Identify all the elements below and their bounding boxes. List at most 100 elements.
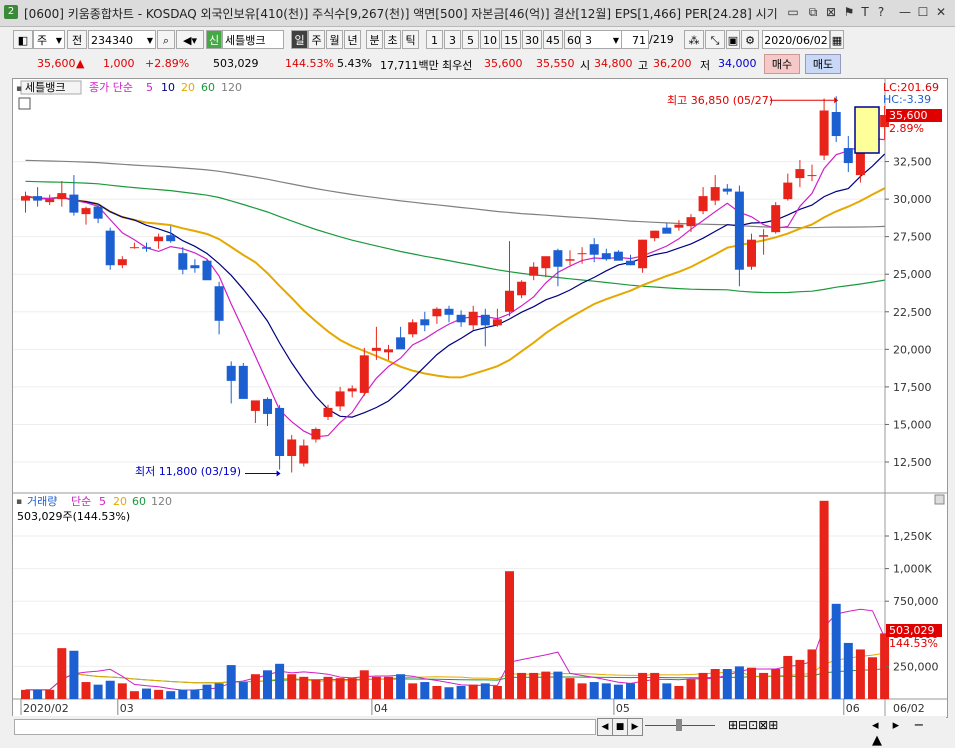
candle-body (807, 175, 817, 177)
period-year-tab[interactable]: 년 (344, 30, 361, 49)
stock-chart[interactable]: 32,500 30,000 27,500 25,000 22,500 20,000 17,5… (13, 79, 947, 717)
volume-bar (529, 672, 539, 699)
period-minute-tab[interactable]: 분 (366, 30, 383, 49)
zoom-buttons[interactable]: ◂ ▸ − ▲ (872, 718, 930, 748)
candle-body (638, 239, 648, 269)
candlestick-series (21, 96, 890, 473)
volume-bar (831, 603, 841, 699)
candle-body (81, 208, 91, 215)
period-day-tab[interactable]: 일 (291, 30, 308, 49)
minimize-icon[interactable]: — (899, 5, 911, 19)
settings-icon[interactable]: ⚙ (741, 30, 759, 49)
period-tick-tab[interactable]: 틱 (402, 30, 419, 49)
candle-body (214, 286, 224, 321)
search-icon[interactable]: ⌕ (157, 30, 175, 49)
help-icon[interactable]: ? (877, 5, 885, 19)
volume-bar (638, 672, 648, 699)
volume-collapse-icon[interactable]: ▪ (16, 497, 22, 507)
candle-body (831, 111, 841, 137)
volume-bar (371, 676, 381, 699)
volume-bar (287, 674, 297, 699)
zoom-tools-icon[interactable]: ⊞⊟⊡⊠⊞ (728, 718, 779, 732)
candle-body (299, 445, 309, 464)
volume-bars (21, 500, 890, 699)
pin-icon[interactable]: ⊠ (825, 5, 837, 19)
ask-price: 35,600 (484, 57, 523, 70)
overlay-icon[interactable]: ⁂ (684, 30, 704, 49)
candle-body (263, 398, 272, 414)
x-tick-label: 06 (846, 702, 860, 715)
volume-bar (456, 685, 466, 699)
volume-bar (347, 678, 357, 699)
draw-tool-icon[interactable]: ⤡ (705, 30, 725, 49)
volume-close-icon[interactable] (934, 494, 945, 505)
scroll-track[interactable] (14, 719, 596, 735)
interval-1-tab[interactable]: 1 (426, 30, 443, 49)
period-week-tab[interactable]: 주 (308, 30, 325, 49)
candle-body (69, 194, 79, 213)
sell-button[interactable]: 매도 (805, 54, 841, 74)
candle-body (541, 256, 551, 269)
font-icon[interactable]: T (861, 5, 869, 19)
period-month-tab[interactable]: 월 (326, 30, 343, 49)
price-tick-label: 20,000 (893, 343, 932, 356)
candle-body (492, 319, 502, 326)
volume-bar (710, 669, 720, 699)
volume-bar (178, 689, 188, 699)
prev-button[interactable]: 전 (67, 30, 87, 49)
legend-ma5: 5 (146, 81, 153, 94)
count-input[interactable]: 71 (621, 30, 649, 49)
chart-area[interactable]: 32,500 30,000 27,500 25,000 22,500 20,000 17,5… (12, 78, 948, 718)
volume-bar (771, 669, 781, 699)
count-select[interactable]: 3 ▼ (580, 30, 622, 49)
volume-bar (843, 642, 853, 699)
calendar-icon[interactable]: ▦ (830, 30, 844, 49)
maximize-icon[interactable]: ☐ (917, 5, 929, 19)
interval-5-tab[interactable]: 5 (462, 30, 479, 49)
interval-45-tab[interactable]: 45 (543, 30, 563, 49)
interval-3-tab[interactable]: 3 (444, 30, 461, 49)
interval-15-tab[interactable]: 15 (501, 30, 521, 49)
candle-body (517, 281, 527, 296)
restore-icon[interactable]: ▭ (787, 5, 799, 19)
chevron-down-icon: ▼ (612, 36, 619, 45)
legend-name-box[interactable] (20, 80, 82, 95)
low-label: 저 (700, 59, 711, 72)
candle-body (57, 193, 67, 200)
volume-bar (166, 691, 176, 699)
code-input[interactable]: 234340 ▼ (88, 30, 156, 49)
collapse-icon[interactable]: ▪ (16, 84, 22, 94)
next-icon[interactable]: ▶ (627, 718, 643, 736)
period-second-tab[interactable]: 초 (384, 30, 401, 49)
candle-body (396, 337, 406, 350)
open-label: 시 (580, 59, 591, 72)
volume-legend-ma5: 5 (99, 495, 106, 508)
date-input[interactable]: 2020/06/02 (762, 30, 830, 49)
volume-bar (275, 663, 285, 699)
x-tick-label: 05 (616, 702, 630, 715)
prev-icon[interactable]: ◀ (597, 718, 613, 736)
cascade-icon[interactable]: ⧉ (808, 5, 818, 19)
buy-button[interactable]: 매수 (764, 54, 800, 74)
close-icon[interactable]: ✕ (935, 5, 947, 19)
table-toggle-icon[interactable] (18, 97, 31, 110)
save-icon[interactable]: ▣ (726, 30, 740, 49)
interval-10-tab[interactable]: 10 (480, 30, 500, 49)
credit-badge: 신 (206, 30, 222, 49)
sound-icon[interactable]: ◀▾ (176, 30, 204, 49)
volume-bar (142, 688, 151, 699)
candle-body (855, 148, 865, 176)
volume-bar (250, 674, 260, 699)
volume-bar (674, 685, 684, 699)
bookmark-icon[interactable]: ⚑ (843, 5, 855, 19)
volume-bar (263, 670, 272, 699)
interval-30-tab[interactable]: 30 (522, 30, 542, 49)
period-select[interactable]: 주 ▼ (33, 30, 65, 49)
zoom-slider-handle[interactable] (676, 719, 682, 731)
layout-icon[interactable]: ◧ (13, 30, 33, 49)
candle-body (384, 349, 393, 353)
candle-body (662, 227, 672, 234)
ma120-line (25, 159, 885, 229)
stop-icon[interactable]: ■ (612, 718, 628, 736)
best-quote-label: 최우선 (442, 59, 473, 72)
